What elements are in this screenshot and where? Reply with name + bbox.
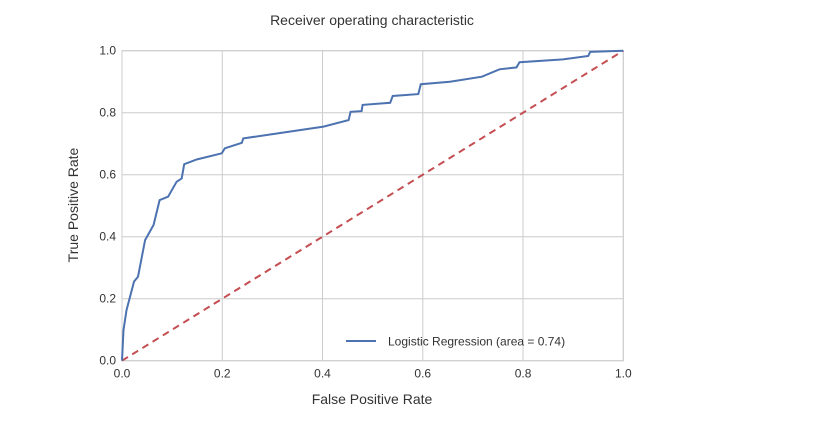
y-tick-label: 0.0 [99,354,116,368]
chart-title: Receiver operating characteristic [270,12,474,28]
y-tick-label: 0.8 [99,106,116,120]
x-tick-label: 1.0 [615,367,632,381]
grid [121,50,624,362]
y-tick-label: 0.4 [99,230,116,244]
y-tick-label: 0.2 [99,292,116,306]
y-tick-label: 1.0 [99,44,116,58]
x-ticks: 0.0 0.2 0.4 0.6 0.8 1.0 [114,367,632,381]
y-axis-label: True Positive Rate [65,147,81,262]
y-ticks: 0.0 0.2 0.4 0.6 0.8 1.0 [99,44,116,368]
x-tick-label: 0.8 [515,367,532,381]
y-tick-label: 0.6 [99,168,116,182]
legend: Logistic Regression (area = 0.74) [346,335,565,349]
x-tick-label: 0.4 [314,367,331,381]
series-line-chance [121,49,624,362]
x-tick-label: 0.6 [414,367,431,381]
series-line-logistic-regression-area-0-74 [121,49,624,361]
series-lines [121,49,624,362]
legend-label: Logistic Regression (area = 0.74) [388,335,565,349]
x-tick-label: 0.2 [214,367,231,381]
x-tick-label: 0.0 [114,367,131,381]
x-axis-label: False Positive Rate [312,391,433,407]
